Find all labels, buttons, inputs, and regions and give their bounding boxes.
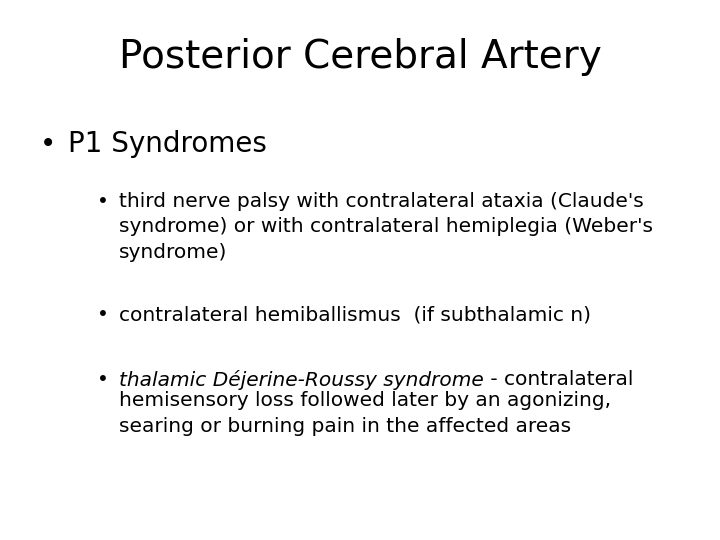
Text: contralateral hemiballismus  (if subthalamic n): contralateral hemiballismus (if subthala…: [119, 305, 591, 324]
Text: •: •: [97, 192, 109, 211]
Text: third nerve palsy with contralateral ataxia (Claude's
syndrome) or with contrala: third nerve palsy with contralateral ata…: [119, 192, 653, 262]
Text: hemisensory loss followed later by an agonizing,
searing or burning pain in the : hemisensory loss followed later by an ag…: [119, 391, 611, 436]
Text: Posterior Cerebral Artery: Posterior Cerebral Artery: [119, 38, 601, 76]
Text: P1 Syndromes: P1 Syndromes: [68, 130, 267, 158]
Text: - contralateral: - contralateral: [484, 370, 633, 389]
Text: thalamic Déjerine-Roussy syndrome: thalamic Déjerine-Roussy syndrome: [119, 370, 484, 390]
Text: •: •: [97, 305, 109, 324]
Text: •: •: [97, 370, 109, 389]
Text: •: •: [40, 130, 56, 158]
